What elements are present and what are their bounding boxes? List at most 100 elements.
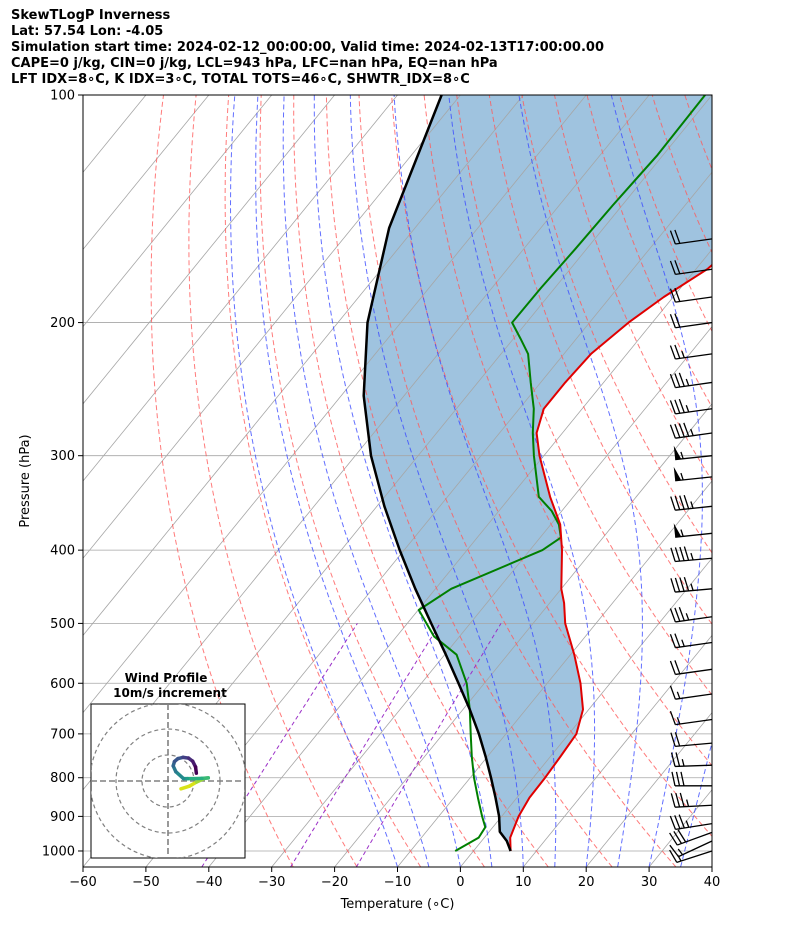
wind-barb-flag [675, 752, 681, 767]
wind-barb-staff [675, 353, 713, 360]
wind-barb-flag [673, 831, 683, 844]
wind-barb-flag [678, 814, 685, 829]
moist-adiabat-line [518, 95, 643, 867]
isotherm-line [334, 403, 712, 867]
wind-barb-staff [675, 455, 713, 461]
title-latlon: Lat: 57.54 Lon: -4.05 [11, 24, 164, 39]
wind-barb-flag [683, 494, 690, 509]
wind-barb-flag [674, 547, 681, 562]
wind-barb-half-flag [681, 350, 685, 358]
wind-barb-flag [670, 732, 676, 747]
wind-barb-flag [674, 344, 681, 359]
mixing-ratio-line [290, 623, 441, 867]
isotherm-line [83, 95, 273, 328]
wind-barb-staff [675, 693, 713, 700]
wind-barb-flag [669, 424, 676, 439]
wind-barb-flag [669, 634, 676, 648]
wind-barb-flag [674, 287, 681, 302]
moist-adiabat-line [711, 865, 712, 867]
wind-barb-staff [678, 840, 713, 858]
wind-barb-flag [683, 546, 690, 561]
wind-barb-half-flag [690, 583, 694, 591]
wind-barb-flag [669, 314, 676, 328]
x-axis-label: Temperature (∘C) [340, 897, 455, 912]
wind-barb [669, 840, 713, 858]
mixing-ratio-line [355, 623, 502, 867]
dry-adiabat-line [717, 95, 794, 867]
wind-barb-staff [675, 668, 713, 676]
wind-barb-half-flag [676, 717, 681, 725]
wind-barb-flag [670, 752, 676, 767]
wind-barb [669, 633, 713, 649]
isotherm-line [83, 95, 587, 714]
x-tick-label: −30 [258, 875, 285, 890]
wind-barb [669, 372, 713, 389]
isotherm-line [711, 866, 712, 867]
wind-barb [670, 732, 713, 747]
wind-barb-staff [675, 532, 713, 538]
wind-barb-flag [678, 398, 685, 413]
title-cape-line: CAPE=0 j/kg, CIN=0 j/kg, LCL=943 hPa, LF… [11, 56, 498, 71]
isotherm-line [397, 480, 712, 867]
dry-adiabat-line [293, 95, 549, 867]
title-station: SkewTLogP Inverness [11, 8, 171, 23]
wind-barb-staff [676, 850, 713, 864]
wind-barb [669, 344, 713, 360]
wind-barb-pennant [673, 445, 682, 460]
wind-barb [669, 398, 713, 415]
wind-barb-pennant [673, 523, 682, 538]
title-times: Simulation start time: 2024-02-12_00:00:… [11, 40, 604, 55]
wind-barb-staff [675, 616, 713, 623]
wind-barb [669, 229, 713, 245]
wind-barb-staff [675, 476, 713, 482]
wind-barb-flag [669, 849, 678, 863]
wind-barb [669, 313, 713, 329]
moist-adiabat-line [282, 95, 461, 867]
wind-barb [669, 260, 713, 276]
wind-barb [669, 422, 713, 439]
wind-barb [673, 445, 713, 461]
wind-barb-flag [678, 607, 685, 621]
wind-barb-half-flag [680, 529, 684, 537]
wind-barb-staff [675, 505, 713, 511]
wind-barb [670, 576, 713, 593]
hodograph-plot [91, 704, 245, 858]
wind-barb-flag [670, 793, 676, 808]
wind-barb [669, 849, 713, 864]
wind-barb [669, 829, 713, 846]
y-tick-label: 800 [50, 771, 75, 786]
isotherm-line [83, 95, 84, 96]
x-tick-label: 40 [704, 875, 721, 890]
wind-barb-half-flag [685, 613, 690, 621]
isotherm-line [83, 95, 335, 405]
wind-barb-pennant [673, 466, 682, 481]
x-tick-label: 10 [515, 875, 532, 890]
isotherm-line [585, 711, 712, 867]
wind-barb-flag [675, 771, 681, 786]
wind-barb-flag [669, 400, 676, 415]
wind-barb [669, 287, 713, 303]
x-tick-label: 20 [578, 875, 595, 890]
x-tick-label: −20 [321, 875, 348, 890]
wind-barb-flag [674, 607, 681, 622]
wind-barb-half-flag [676, 691, 681, 699]
x-tick-label: −50 [132, 875, 159, 890]
y-tick-label: 500 [50, 617, 75, 632]
wind-barb-half-flag [686, 799, 690, 807]
x-tick-label: −10 [384, 875, 411, 890]
wind-barb-staff [675, 557, 713, 563]
wind-barb-staff [675, 321, 713, 329]
wind-barb [669, 814, 713, 831]
wind-barb-flag [669, 844, 679, 858]
wind-barb-staff [675, 641, 713, 649]
isotherm-line [83, 95, 210, 251]
wind-barb-flag [679, 577, 685, 592]
wind-barb-flag [669, 685, 676, 700]
wind-barb-flag [669, 832, 678, 846]
temperature-profile [509, 263, 712, 852]
wind-barb [670, 792, 713, 808]
wind-barb-staff [675, 408, 713, 415]
wind-barb-flag [674, 815, 681, 829]
x-tick-label: −60 [69, 875, 96, 890]
dry-adiabat-line [358, 95, 677, 867]
